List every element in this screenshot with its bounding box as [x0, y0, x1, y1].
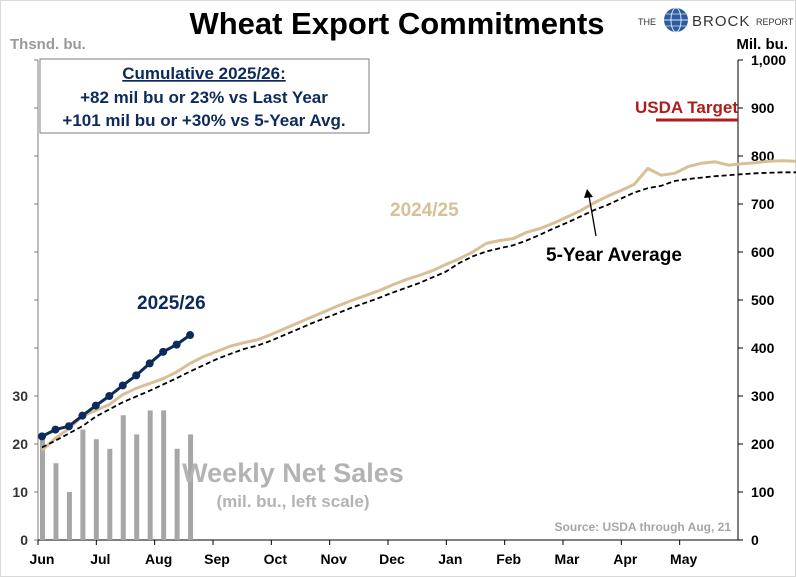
weekly-net-sales-bars — [40, 410, 194, 540]
label-5yr-average: 5-Year Average — [546, 245, 682, 266]
summary-box-line2: +101 mil bu or +30% vs 5-Year Avg. — [62, 111, 345, 130]
weekly-sales-bar — [188, 434, 194, 540]
right-tick-label: 0 — [751, 532, 759, 548]
series-2025-26-point — [91, 401, 100, 410]
left-axis-unit: Thsnd. bu. — [10, 36, 86, 53]
label-2025-26: 2025/26 — [137, 293, 206, 314]
weekly-sales-bar — [93, 439, 99, 540]
left-tick-label: 0 — [20, 532, 28, 548]
month-label: Jan — [438, 551, 462, 567]
logo-name: BROCK — [692, 13, 750, 30]
weekly-sales-bar — [174, 448, 180, 540]
series-2025-26-markers — [38, 331, 195, 441]
usda-target-label: USDA Target — [635, 98, 738, 117]
series-2025-26-point — [105, 392, 114, 400]
weekly-sales-bar — [147, 410, 153, 540]
month-label: Oct — [264, 551, 288, 567]
weekly-net-sales-subtitle: (mil. bu., left scale) — [216, 492, 369, 511]
chart-title: Wheat Export Commitments — [189, 6, 604, 41]
summary-box-frame — [39, 58, 370, 134]
weekly-sales-bar — [161, 410, 167, 540]
arrow-icon — [584, 189, 597, 237]
series-2025-26-point — [132, 371, 141, 380]
month-label: Aug — [145, 551, 172, 567]
month-label: Jun — [30, 551, 55, 567]
left-axis-ticks: 0 10 20 30 — [12, 59, 38, 548]
right-tick-label: 700 — [751, 196, 775, 212]
brock-report-logo: THE BROCK REPORT — [638, 7, 794, 33]
series-2025-26-point — [64, 422, 73, 431]
summary-box-line1: +82 mil bu or 23% vs Last Year — [80, 88, 328, 107]
series-2025-26-point — [118, 381, 127, 390]
series-2025-26-point — [51, 425, 60, 434]
month-label: May — [670, 551, 697, 567]
right-tick-label: 400 — [751, 340, 775, 356]
right-tick-label: 200 — [751, 436, 775, 452]
month-label: Sep — [204, 551, 230, 567]
source-note: Source: USDA through Aug, 21 — [555, 520, 732, 534]
logo-suffix: REPORT — [756, 17, 794, 27]
month-label: Dec — [379, 551, 405, 567]
summary-box: Cumulative 2025/26: +82 mil bu or 23% vs… — [39, 58, 370, 134]
right-tick-label: 1,000 — [751, 52, 786, 68]
weekly-sales-bar — [107, 448, 113, 540]
right-tick-label: 500 — [751, 292, 775, 308]
series-5yr-avg-line — [41, 171, 796, 449]
series-2024-25-line — [41, 159, 796, 452]
logo-prefix: THE — [638, 17, 656, 27]
weekly-sales-bar — [40, 439, 45, 540]
weekly-net-sales-title: Weekly Net Sales — [182, 458, 404, 488]
series-2025-26-point — [145, 359, 154, 368]
right-tick-label: 900 — [751, 100, 775, 116]
weekly-sales-bar — [53, 463, 59, 540]
right-axis-unit: Mil. bu. — [736, 36, 788, 53]
weekly-sales-bar — [80, 429, 86, 540]
right-tick-label: 100 — [751, 484, 775, 500]
left-tick-label: 20 — [12, 436, 28, 452]
series-2025-26-point — [38, 432, 46, 441]
month-label: Apr — [613, 551, 638, 567]
month-label: Mar — [555, 551, 580, 567]
weekly-sales-bar — [120, 415, 126, 540]
globe-icon — [664, 7, 688, 33]
label-2024-25: 2024/25 — [390, 200, 459, 221]
weekly-sales-bar — [134, 434, 140, 540]
right-tick-label: 300 — [751, 388, 775, 404]
right-tick-label: 600 — [751, 244, 775, 260]
month-label: Nov — [320, 551, 347, 567]
month-label: Jul — [90, 551, 110, 567]
month-label: Feb — [496, 551, 521, 567]
series-2025-26-point — [186, 331, 195, 340]
left-tick-label: 10 — [12, 484, 28, 500]
left-tick-label: 30 — [12, 388, 28, 404]
series-2025-26-point — [78, 411, 87, 420]
series-2025-26-point — [159, 347, 168, 356]
weekly-sales-bar — [66, 492, 72, 540]
summary-box-title: Cumulative 2025/26: — [122, 64, 285, 83]
x-axis-months: Jun Jul Aug Sep Oct Nov Dec Jan Feb Mar Apr May — [30, 540, 697, 567]
series-2025-26-point — [172, 340, 181, 349]
